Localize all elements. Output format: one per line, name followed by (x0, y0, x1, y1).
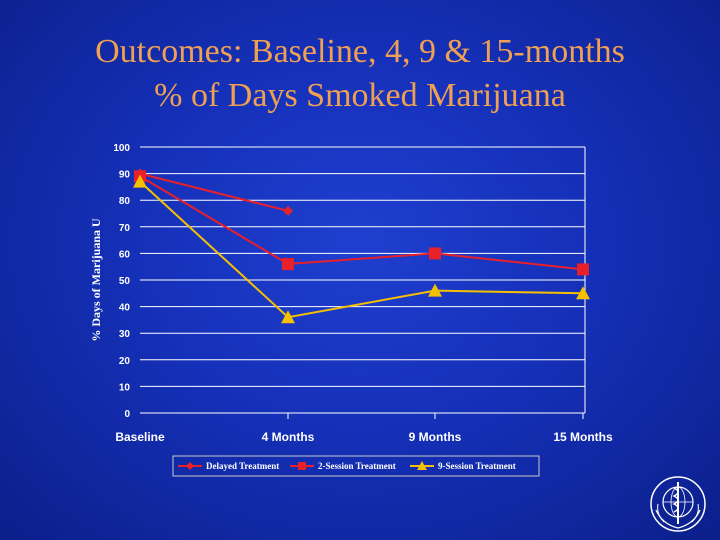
legend-box (172, 455, 540, 477)
triangle-marker (281, 310, 295, 324)
triangle-marker (133, 174, 147, 188)
legend-label: 2-Session Treatment (318, 461, 396, 471)
series-line (139, 175, 584, 271)
series-line (139, 180, 584, 319)
legend: Delayed Treatment 2-Session Treatment 9-Se… (172, 455, 540, 477)
y-tick-label: 80 (119, 196, 131, 207)
triangle-marker (576, 286, 590, 300)
y-tick-label: 60 (119, 249, 131, 260)
x-category-label: 15 Months (553, 430, 613, 444)
y-tick-label: 10 (119, 382, 131, 393)
series-2 (133, 174, 590, 324)
square-marker (577, 263, 589, 276)
series-lines (133, 168, 590, 324)
triangle-marker (417, 461, 427, 470)
legend-label: 9-Session Treatment (438, 461, 516, 471)
triangle-marker (428, 283, 442, 297)
y-tick-label: 40 (119, 303, 131, 314)
diamond-marker (283, 205, 293, 216)
y-tick-label: 20 (119, 356, 131, 367)
legend-label: Delayed Treatment (206, 461, 279, 471)
slide-title: Outcomes: Baseline, 4, 9 & 15-months % o… (0, 30, 720, 118)
y-tick-label: 50 (119, 276, 131, 287)
y-tick-label: 70 (119, 223, 131, 234)
square-marker (429, 247, 441, 260)
axes: 0 10 20 30 40 50 60 70 80 90 100 Baseline 4 Months 9 … (89, 143, 613, 444)
who-emblem-icon (650, 476, 706, 532)
series-line (139, 172, 289, 212)
slide-title-line2: % of Days Smoked Marijuana (154, 77, 566, 114)
x-category-label: Baseline (115, 430, 165, 444)
series-0 (135, 168, 293, 216)
diamond-marker (186, 462, 194, 470)
series-1 (134, 170, 589, 276)
square-marker (298, 462, 306, 470)
y-tick-label: 90 (119, 170, 131, 181)
x-category-label: 4 Months (262, 430, 315, 444)
y-tick-label: 0 (124, 409, 130, 420)
y-axis-label: % Days of Marijuana U (89, 218, 103, 342)
slide-title-line1: Outcomes: Baseline, 4, 9 & 15-months (95, 33, 625, 70)
grid-lines (140, 146, 586, 413)
x-category-label: 9 Months (409, 430, 462, 444)
y-tick-label: 30 (119, 329, 131, 340)
square-marker (282, 258, 294, 271)
y-tick-label: 100 (113, 143, 130, 154)
